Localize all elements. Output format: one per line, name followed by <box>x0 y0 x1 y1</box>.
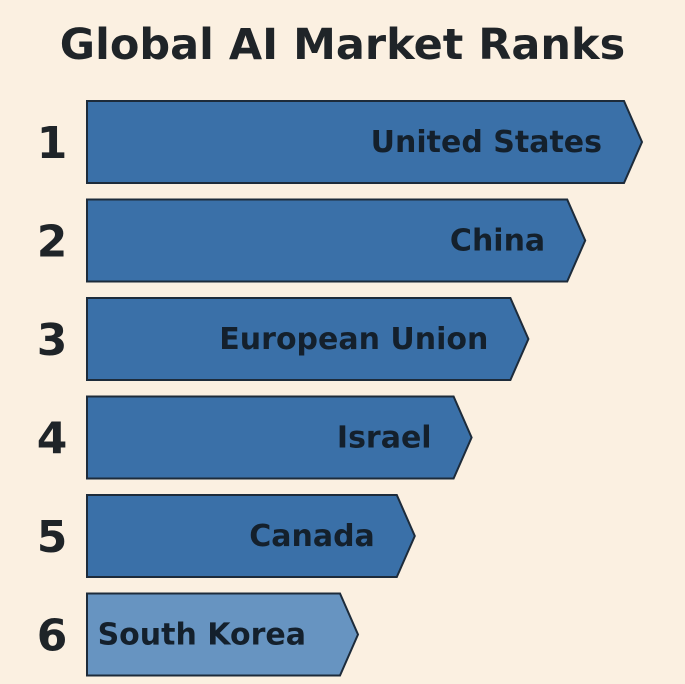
bars-group: 1 United States 2 China 3 European Union 4 Isra… <box>37 100 644 677</box>
bar <box>86 494 416 578</box>
rank-number: 2 <box>37 217 68 268</box>
bar-label: South Korea <box>98 618 306 653</box>
bar <box>86 395 473 480</box>
bar-label: United States <box>371 125 602 160</box>
bar <box>86 592 360 677</box>
bar-label: Canada <box>249 519 375 554</box>
rank-number: 6 <box>37 611 68 662</box>
rank-number: 4 <box>37 414 68 465</box>
rank-number: 1 <box>37 118 68 169</box>
bar <box>86 297 530 381</box>
rank-number: 5 <box>37 512 68 563</box>
bar-label: China <box>450 224 545 259</box>
bar-label: Israel <box>337 421 432 456</box>
bar <box>86 100 644 184</box>
bar <box>86 198 587 283</box>
bar-label: European Union <box>219 322 488 357</box>
rank-number: 3 <box>37 315 68 366</box>
chart-title: Global AI Market Ranks <box>59 20 626 70</box>
